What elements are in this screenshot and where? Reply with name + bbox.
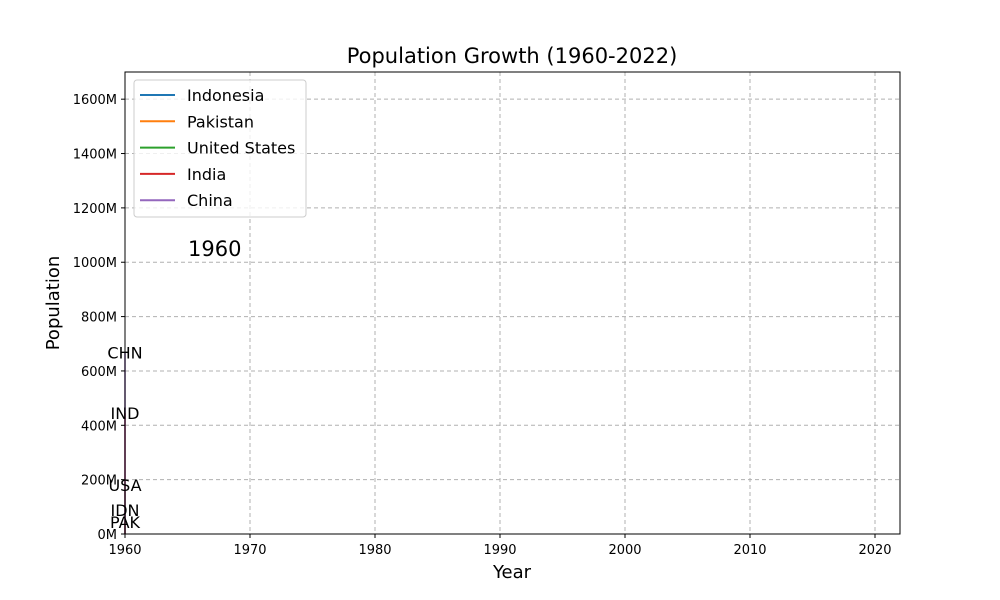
- y-tick-label: 600M: [81, 365, 117, 380]
- legend-label-idn: Indonesia: [187, 86, 264, 105]
- chart-title: Population Growth (1960-2022): [347, 44, 678, 68]
- x-tick-label: 2000: [608, 543, 641, 558]
- x-tick-label: 2010: [733, 543, 766, 558]
- country-code-idn: IDN: [110, 501, 139, 520]
- legend: Indonesia Pakistan United States India China: [133, 79, 307, 218]
- legend-label-pak: Pakistan: [187, 112, 254, 131]
- x-tick-label: 1970: [233, 543, 266, 558]
- y-axis-label: Population: [43, 256, 64, 351]
- legend-label-ind: India: [187, 165, 226, 184]
- y-tick-label: 0M: [98, 528, 118, 543]
- grid: [125, 72, 900, 534]
- y-tick-label: 400M: [81, 419, 117, 434]
- current-year-label: 1960: [188, 237, 241, 261]
- legend-label-usa: United States: [187, 139, 295, 158]
- y-tick-label: 1200M: [73, 202, 117, 217]
- x-axis-label: Year: [492, 562, 532, 583]
- legend-box: [133, 79, 307, 218]
- x-tick-label: 1990: [483, 543, 516, 558]
- y-tick-label: 1000M: [73, 256, 117, 271]
- x-tick-label: 1980: [358, 543, 391, 558]
- y-tick-label: 200M: [81, 474, 117, 489]
- y-axis-ticks: 0M 200M 400M 600M 800M 1000M 1200M 1400M 1600M: [73, 93, 125, 543]
- country-code-pak: PAK: [110, 513, 141, 532]
- country-code-chn: CHN: [107, 344, 142, 363]
- country-code-ind: IND: [110, 404, 139, 423]
- y-tick-label: 1600M: [73, 93, 117, 108]
- plot-frame: [124, 71, 901, 535]
- x-tick-label: 2020: [858, 543, 891, 558]
- x-axis-ticks: 1960 1970 1980 1990 2000 2010 2020: [108, 534, 892, 558]
- x-tick-label: 1960: [108, 543, 141, 558]
- legend-label-chn: China: [187, 191, 233, 210]
- y-tick-label: 1400M: [73, 148, 117, 163]
- country-code-usa: USA: [108, 476, 141, 495]
- y-tick-label: 800M: [81, 311, 117, 326]
